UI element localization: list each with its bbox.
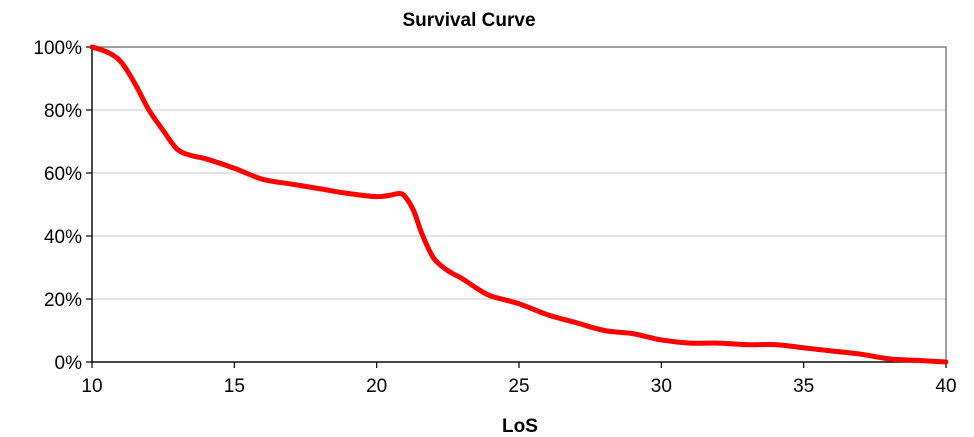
y-tick-label: 60% — [44, 164, 82, 185]
x-tick-label: 25 — [508, 376, 529, 397]
x-axis-label: LoS — [502, 416, 538, 437]
series-group — [89, 44, 949, 365]
plot-frame — [91, 46, 947, 363]
y-tick-label: 0% — [55, 353, 83, 374]
y-tick-label: 20% — [44, 290, 82, 311]
x-tick-label: 10 — [81, 376, 102, 397]
x-tick-label: 40 — [935, 376, 956, 397]
chart-title: Survival Curve — [402, 10, 535, 31]
axes: 0% 20% 40% 60% 80% 100% 10 15 20 25 30 35 40 — [33, 38, 956, 397]
x-tick-label: 20 — [366, 376, 387, 397]
x-tick-label: 30 — [651, 376, 672, 397]
x-tick-label: 35 — [793, 376, 814, 397]
gridlines — [92, 46, 946, 300]
y-tick-label: 40% — [44, 227, 82, 248]
y-tick-label: 80% — [44, 101, 82, 122]
x-tick-label: 15 — [224, 376, 245, 397]
survival-series-line — [89, 44, 949, 365]
y-tick-label: 100% — [33, 38, 82, 59]
